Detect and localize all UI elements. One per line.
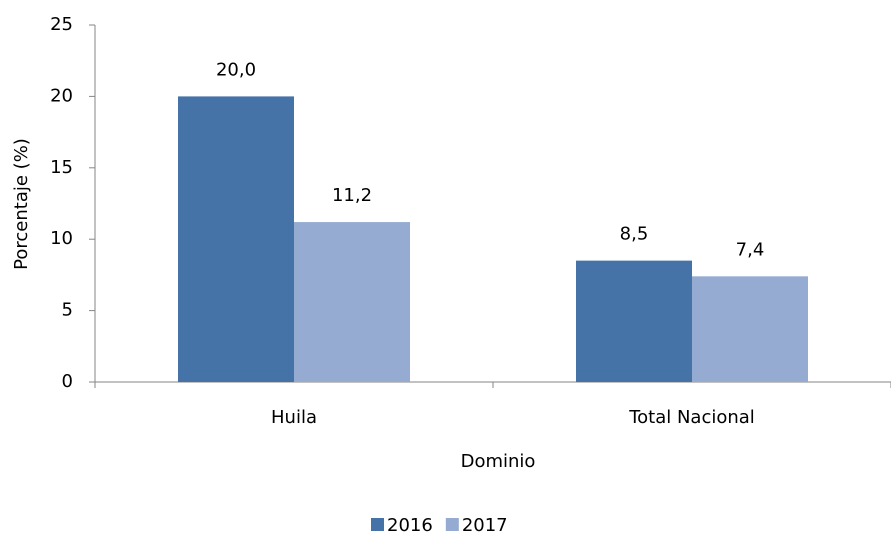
y-tick-label: 20 [50,85,73,106]
value-label: 11,2 [332,185,372,206]
y-tick-label: 15 [50,157,73,178]
y-tick-label: 0 [62,371,73,392]
legend-label: 2016 [387,515,433,536]
legend-label: 2017 [462,515,508,536]
y-tick-label: 5 [62,300,73,321]
x-tick-label: Total Nacional [628,407,755,428]
x-tick-label: Huila [271,407,317,428]
bar [576,260,692,382]
legend-swatch [445,518,459,531]
value-label: 7,4 [736,239,765,260]
bar [294,222,410,382]
y-tick-label: 25 [50,14,73,35]
bar [178,96,294,383]
y-axis-label: Porcentaje (%) [11,138,32,270]
bar [692,276,808,382]
x-axis-label: Dominio [461,451,536,472]
value-label: 20,0 [216,59,256,80]
y-tick-label: 10 [50,228,73,249]
legend-swatch [371,518,384,531]
value-label: 8,5 [620,224,649,245]
